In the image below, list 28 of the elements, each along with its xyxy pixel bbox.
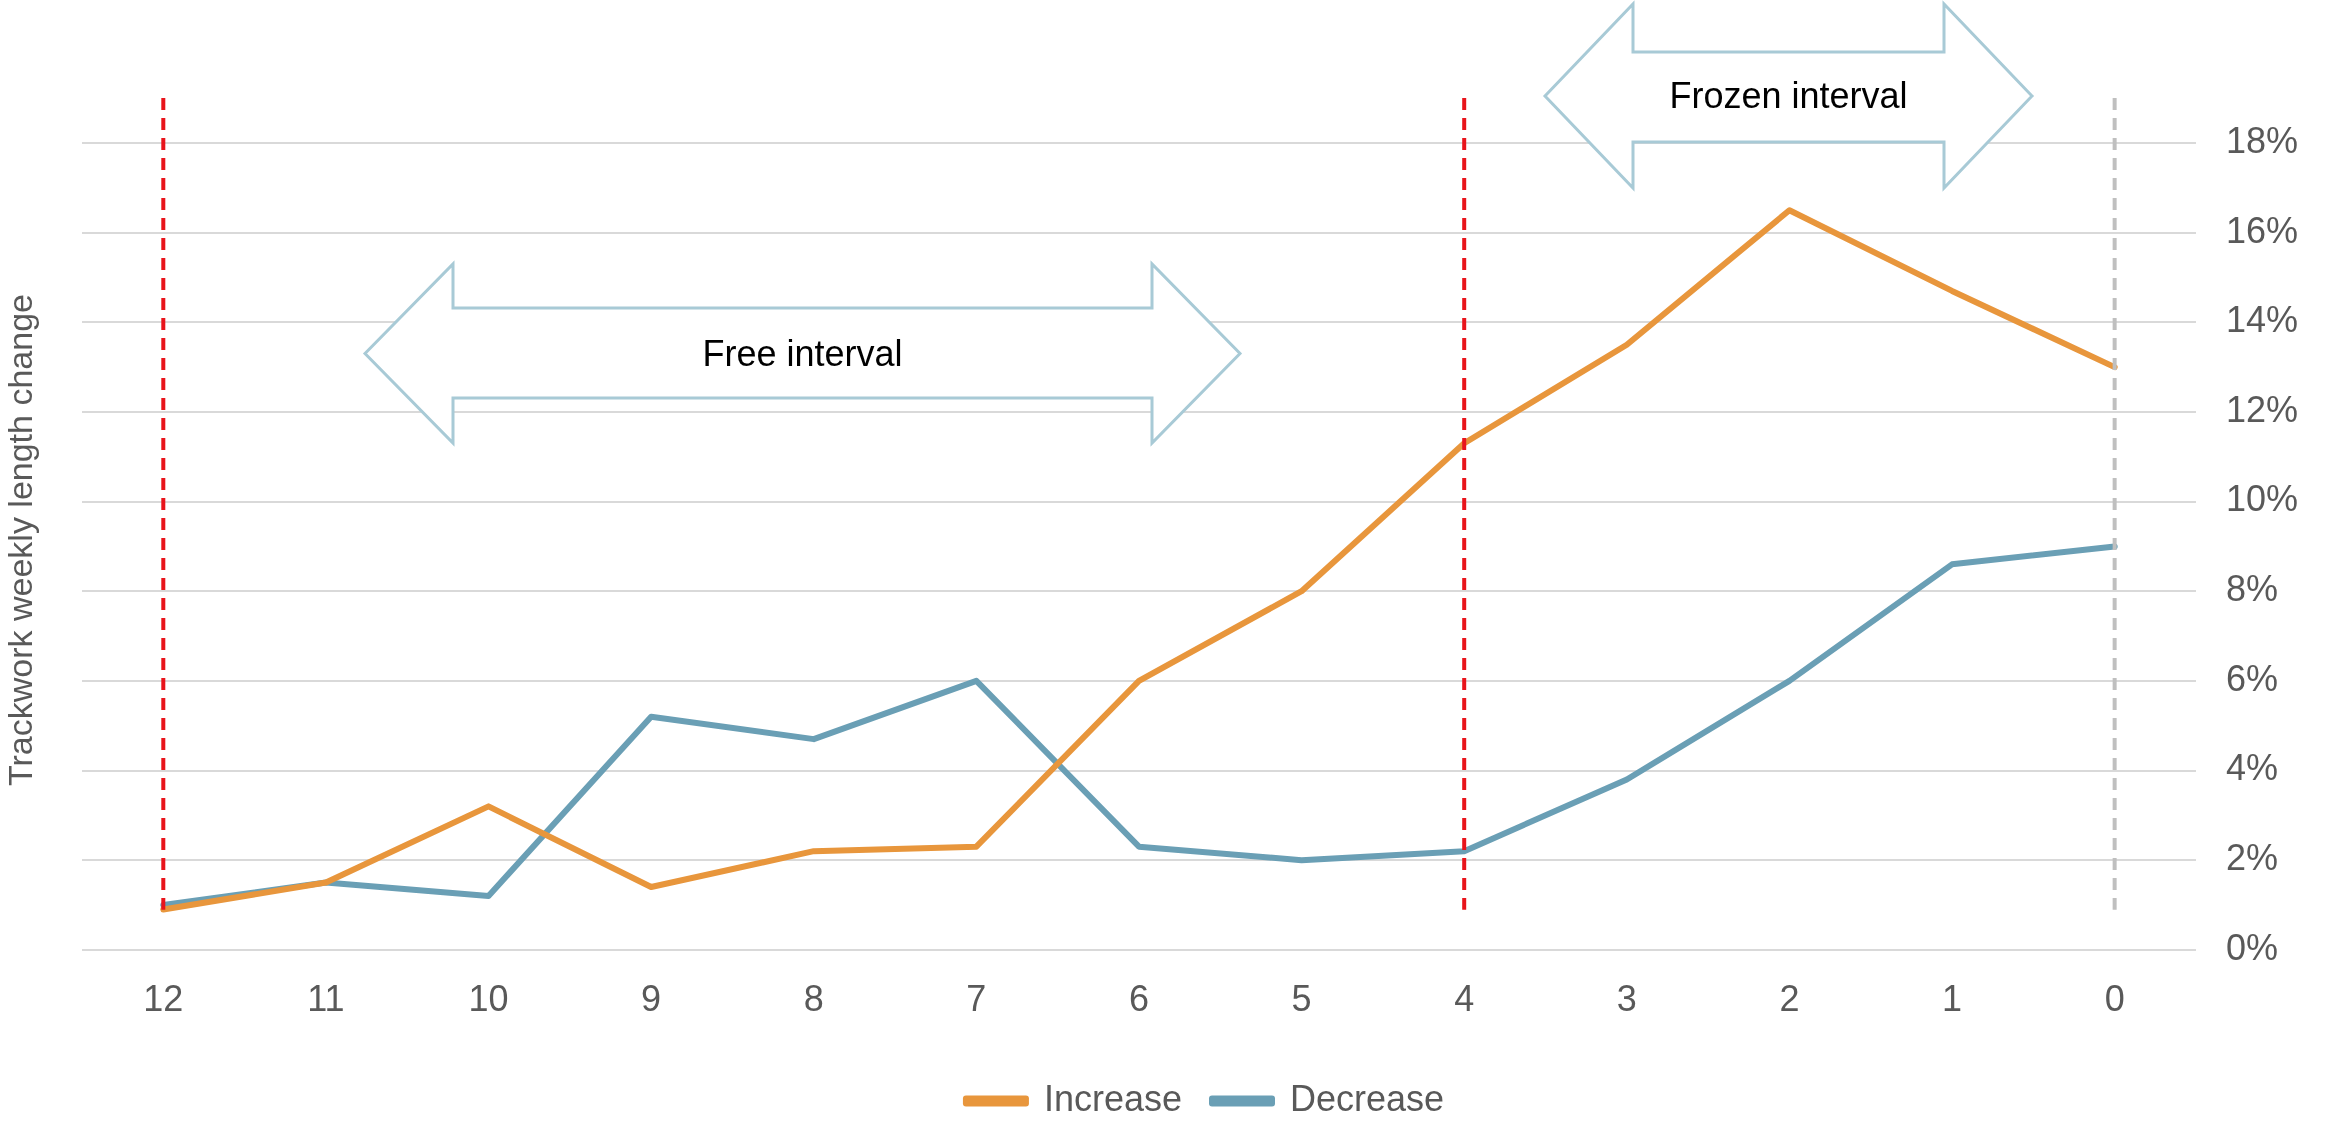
y-tick-label: 14% [2225,299,2299,341]
text: Frozen interval [1669,75,1908,116]
x-tick-label: 3 [1616,978,1637,1020]
x-tick-label: 8 [803,978,824,1020]
y-axis-title: Trackwork weekly length change [0,293,40,788]
y-tick-label: 16% [2225,209,2299,251]
x-tick-label: 7 [966,978,987,1020]
y-tick-label: 12% [2225,388,2299,430]
y-tick-label: 18% [2225,119,2299,161]
x-tick-label: 2 [1779,978,1800,1020]
x-tick-label: 4 [1454,978,1475,1020]
x-tick-label: 6 [1128,978,1149,1020]
x-tick-label: 0 [2104,978,2125,1020]
x-tick-label: 11 [307,978,345,1020]
legend-label: Increase [1043,1077,1182,1119]
x-tick-label: 12 [143,978,184,1020]
x-tick-label: 9 [641,978,662,1020]
x-tick-label: 1 [1942,978,1963,1020]
y-tick-label: 10% [2225,478,2299,520]
y-tick-label: 4% [2225,747,2278,789]
legend-label: Decrease [1290,1077,1445,1119]
x-tick-label: 10 [468,978,509,1020]
y-tick-label: 0% [2225,926,2278,968]
y-tick-label: 6% [2225,657,2278,699]
annotation: Free interval [702,332,903,374]
x-tick-label: 5 [1291,978,1312,1020]
y-tick-label: 2% [2225,837,2278,879]
y-tick-label: 8% [2225,568,2278,610]
